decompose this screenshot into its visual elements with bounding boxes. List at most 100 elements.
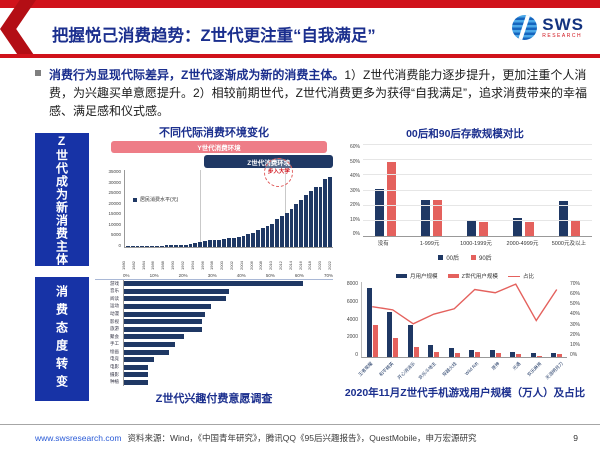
axis-tick: 1984 xyxy=(140,248,146,270)
sws-research-logo: SWS RESEARCH xyxy=(512,15,584,40)
bar xyxy=(174,245,178,247)
axis-tick: 开心消消乐 xyxy=(396,358,421,385)
bar-row: 电竞 xyxy=(95,355,333,364)
bar xyxy=(407,325,413,357)
bar xyxy=(169,245,174,247)
axis-tick: 1986 xyxy=(150,248,155,270)
bar xyxy=(478,222,488,236)
legend-swatch xyxy=(133,197,137,202)
bar-group xyxy=(403,282,424,357)
axis-tick-label: 20% xyxy=(178,273,188,278)
bar-group xyxy=(547,282,568,357)
interest-payment-survey-chart: 0% 10% 20% 30% 40% 50% 60% 70% 游戏 音乐 阅读 运动 动漫 影视 旅游 聚会… xyxy=(95,273,333,419)
row-label: 旅游 xyxy=(110,326,119,332)
axis-tick: 2014 xyxy=(288,248,293,270)
axis-tick: 2018 xyxy=(307,248,312,270)
bar xyxy=(265,226,270,247)
axis-tick-label: 原神 xyxy=(490,361,501,371)
bar xyxy=(318,186,323,247)
bar-rows: 游戏 音乐 阅读 运动 动漫 影视 旅游 聚会 手工 绘画 电竞 电影 摄影 种植 xyxy=(95,279,333,387)
axis-tick: 穿越火线 xyxy=(441,358,464,385)
axis-tick: 1980 xyxy=(121,248,126,270)
bar xyxy=(124,372,148,378)
axis-tick-label: 穿越火线 xyxy=(441,361,459,378)
row-label: 电竞 xyxy=(110,356,119,362)
header-rule xyxy=(0,54,600,58)
website-link[interactable]: www.swsresearch.com xyxy=(35,432,122,443)
axis-tick: 1982 xyxy=(131,248,136,270)
bar xyxy=(241,235,246,247)
axis-tick-label: 40% xyxy=(570,311,581,318)
bar xyxy=(140,246,145,247)
axis-tick-label: 10% xyxy=(570,341,581,348)
bar-row: 游戏 xyxy=(95,280,333,288)
axis-tick: 1994 xyxy=(190,248,195,270)
bar xyxy=(299,200,304,247)
bar xyxy=(124,349,169,355)
legend-line-swatch xyxy=(507,275,520,277)
bar-track xyxy=(123,317,333,326)
axis-tick-label: 0% xyxy=(352,231,360,237)
axis-tick-label: 70% xyxy=(570,281,581,287)
axis-tick-label: 0% xyxy=(123,273,130,278)
legend-label: 居民消费水平(元) xyxy=(140,197,179,203)
x-axis: 没有 1-999元 1000-1999元 2000-4999元 5000元及以上 xyxy=(360,239,592,247)
axis-tick-label: 5000元及以上 xyxy=(551,241,586,247)
bar-group xyxy=(409,145,455,236)
axis-tick-label: 60% xyxy=(570,291,581,298)
bar-track xyxy=(123,340,333,349)
bar xyxy=(124,326,202,332)
axis-tick-label: 2020 xyxy=(317,261,323,270)
axis-tick-label: 50% xyxy=(349,158,360,165)
bar-group xyxy=(383,282,404,357)
gridline xyxy=(363,204,592,206)
header: 把握悦己消费趋势：Z世代更注重“自我满足” SWS RESEARCH xyxy=(0,0,600,58)
bar xyxy=(304,195,308,247)
bar xyxy=(375,188,385,236)
axis-tick-label: 20000 xyxy=(108,200,121,206)
legend-item: 90后 xyxy=(471,253,492,262)
axis-tick xyxy=(196,248,200,270)
bar xyxy=(512,217,522,236)
chart-legend: 月用户规模 Z世代用户规模 占比 xyxy=(338,272,592,280)
bar-group xyxy=(455,145,501,236)
bar-track xyxy=(123,348,333,356)
axis-tick: 2010 xyxy=(268,248,273,270)
bar xyxy=(454,353,460,357)
x-axis: 0% 10% 20% 30% 40% 50% 60% 70% xyxy=(123,273,333,279)
plot-area: 居民消费水平(元) 步入大学 xyxy=(124,158,333,248)
axis-tick-label: 1984 xyxy=(140,261,146,270)
summary-lead: 消费行为显现代际差异，Z世代逐渐成为新的消费主体。 xyxy=(49,68,345,82)
axis-tick-label: 40% xyxy=(349,173,360,179)
bar-row: 摄影 xyxy=(95,371,333,379)
era-divider-line xyxy=(199,170,201,247)
bar xyxy=(557,354,563,357)
legend-label: Z世代用户规模 xyxy=(461,274,498,280)
bar-row: 电影 xyxy=(95,363,333,372)
axis-tick-label: 30% xyxy=(207,273,217,278)
bar xyxy=(164,245,169,247)
section-banner-attitude-shift: 消费态度转变 xyxy=(35,277,89,401)
axis-tick-label: 4000 xyxy=(346,316,358,323)
bar xyxy=(558,201,568,236)
bar xyxy=(145,246,150,247)
bar-group xyxy=(465,282,486,357)
axis-tick-label: 70% xyxy=(323,273,333,278)
bar xyxy=(275,219,279,247)
axis-tick-label: 1990 xyxy=(170,261,176,270)
axis-tick-label: 60% xyxy=(294,273,304,278)
bar-track xyxy=(123,280,333,288)
plot-area xyxy=(363,144,592,237)
bar xyxy=(124,288,229,294)
bar xyxy=(124,296,226,302)
chart-title: 00后和90后存款规模对比 xyxy=(406,128,524,140)
savings-comparison-chart: 00后和90后存款规模对比 60% 50% 40% 30% 20% 10% 0% 没有 1-9… xyxy=(338,126,592,268)
bar-track xyxy=(123,355,333,364)
y-axis: 35000 30000 25000 20000 15000 10000 5000 0 xyxy=(95,169,124,248)
row-label: 运动 xyxy=(110,303,119,309)
x-axis: 1980 1982 1984 1986 1988 1990 1992 1994 1996 1998… xyxy=(121,248,333,270)
axis-tick: 和平精英 xyxy=(378,358,400,385)
y-axis: 60% 50% 40% 30% 20% 10% 0% xyxy=(338,145,363,237)
bar xyxy=(203,240,207,247)
